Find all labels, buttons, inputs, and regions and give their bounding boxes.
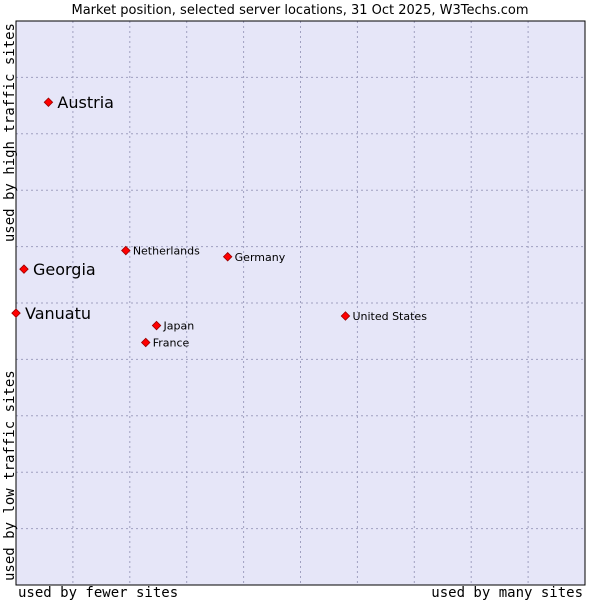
chart-title: Market position, selected server locatio…	[71, 3, 528, 18]
point-georgia[interactable]	[19, 264, 29, 274]
grid-lines	[16, 21, 585, 585]
point-germany[interactable]	[222, 251, 233, 262]
point-vanuatu[interactable]	[11, 308, 21, 318]
point-label-netherlands: Netherlands	[133, 245, 200, 258]
x-axis-label-right: used by many sites	[431, 585, 583, 600]
point-label-austria: Austria	[57, 93, 114, 112]
point-austria[interactable]	[43, 97, 54, 107]
point-japan[interactable]	[151, 320, 162, 331]
point-netherlands[interactable]	[121, 245, 131, 256]
point-label-japan: Japan	[163, 320, 195, 333]
data-points: Austria Georgia Vanuatu Netherlands Germany U…	[11, 93, 427, 349]
plot-frame	[15, 20, 586, 586]
point-united-states[interactable]	[340, 311, 351, 321]
x-axis-label-left: used by fewer sites	[18, 585, 178, 600]
y-axis-label-top: used by high traffic sites	[2, 23, 18, 242]
point-label-germany: Germany	[235, 251, 286, 264]
y-axis-label-bottom: used by low traffic sites	[2, 370, 18, 581]
point-label-united-states: United States	[352, 310, 427, 323]
point-label-georgia: Georgia	[33, 260, 96, 279]
point-label-france: France	[153, 336, 190, 349]
point-label-vanuatu: Vanuatu	[25, 304, 91, 323]
point-france[interactable]	[140, 337, 151, 348]
